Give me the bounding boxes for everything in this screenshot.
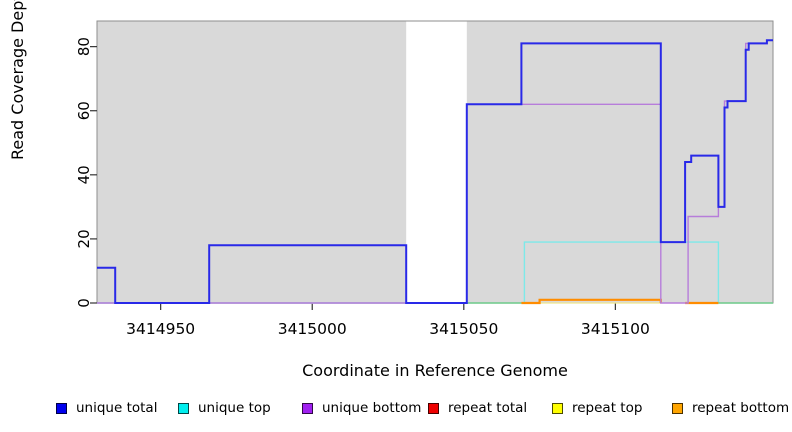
y-tick-label: 0	[75, 298, 93, 308]
legend-item-unique-top: unique top	[178, 398, 271, 418]
legend-label: repeat bottom	[692, 400, 790, 416]
legend-label: unique top	[198, 400, 271, 416]
legend-swatch-icon	[178, 402, 189, 414]
coverage-chart: 0 20 40 60 80 3414950 3415000 3415050 3415100	[75, 20, 774, 338]
series-line-unique-total	[97, 39, 773, 304]
x-tick-label: 3415100	[581, 320, 650, 338]
legend-label: repeat total	[448, 400, 528, 416]
legend-swatch-icon	[552, 402, 563, 414]
legend-swatch-icon	[302, 402, 313, 414]
x-tick-label: 3415000	[278, 320, 347, 338]
legend-label: unique total	[76, 400, 158, 416]
legend-item-repeat-bottom: repeat bottom	[672, 398, 789, 418]
shaded-region	[466, 21, 773, 303]
legend: unique total unique top unique bottom repea…	[0, 398, 792, 422]
y-tick-label: 80	[75, 37, 93, 56]
shaded-region	[97, 21, 407, 303]
y-tick-label: 20	[75, 229, 93, 248]
x-axis-title: Coordinate in Reference Genome	[302, 361, 568, 380]
y-tick-label: 60	[75, 101, 93, 120]
legend-item-unique-bottom: unique bottom	[302, 398, 421, 418]
legend-item-repeat-top: repeat top	[552, 398, 642, 418]
legend-swatch-icon	[672, 402, 683, 414]
legend-item-repeat-total: repeat total	[428, 398, 527, 418]
legend-swatch-icon	[56, 402, 67, 414]
x-tick-label: 3414950	[126, 320, 195, 338]
x-tick-label: 3415050	[429, 320, 498, 338]
legend-label: unique bottom	[322, 400, 422, 416]
legend-item-unique-total: unique total	[56, 398, 157, 418]
legend-label: repeat top	[572, 400, 643, 416]
legend-swatch-icon	[428, 402, 439, 414]
y-tick-label: 40	[75, 165, 93, 184]
